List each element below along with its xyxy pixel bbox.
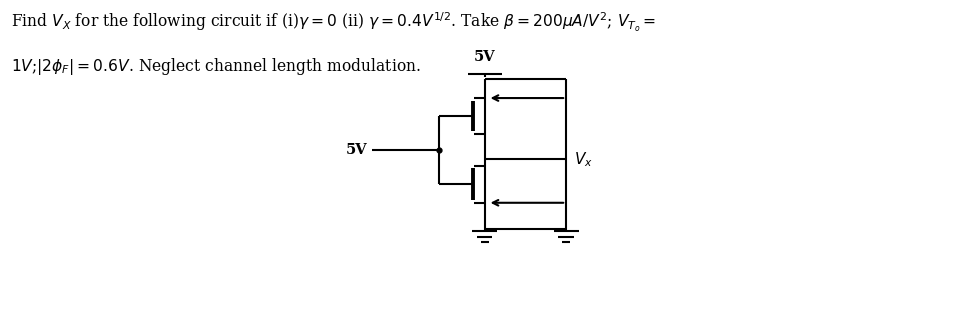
Text: $V_x$: $V_x$ bbox=[574, 150, 592, 169]
Text: $1V$;$|2\phi_F| = 0.6V$. Neglect channel length modulation.: $1V$;$|2\phi_F| = 0.6V$. Neglect channel… bbox=[11, 56, 420, 77]
Text: 5V: 5V bbox=[346, 143, 367, 157]
Text: Find $V_X$ for the following circuit if (i)$\gamma = 0$ (ii) $\gamma = 0.4V^{1/2: Find $V_X$ for the following circuit if … bbox=[11, 11, 656, 34]
Text: 5V: 5V bbox=[474, 50, 495, 64]
